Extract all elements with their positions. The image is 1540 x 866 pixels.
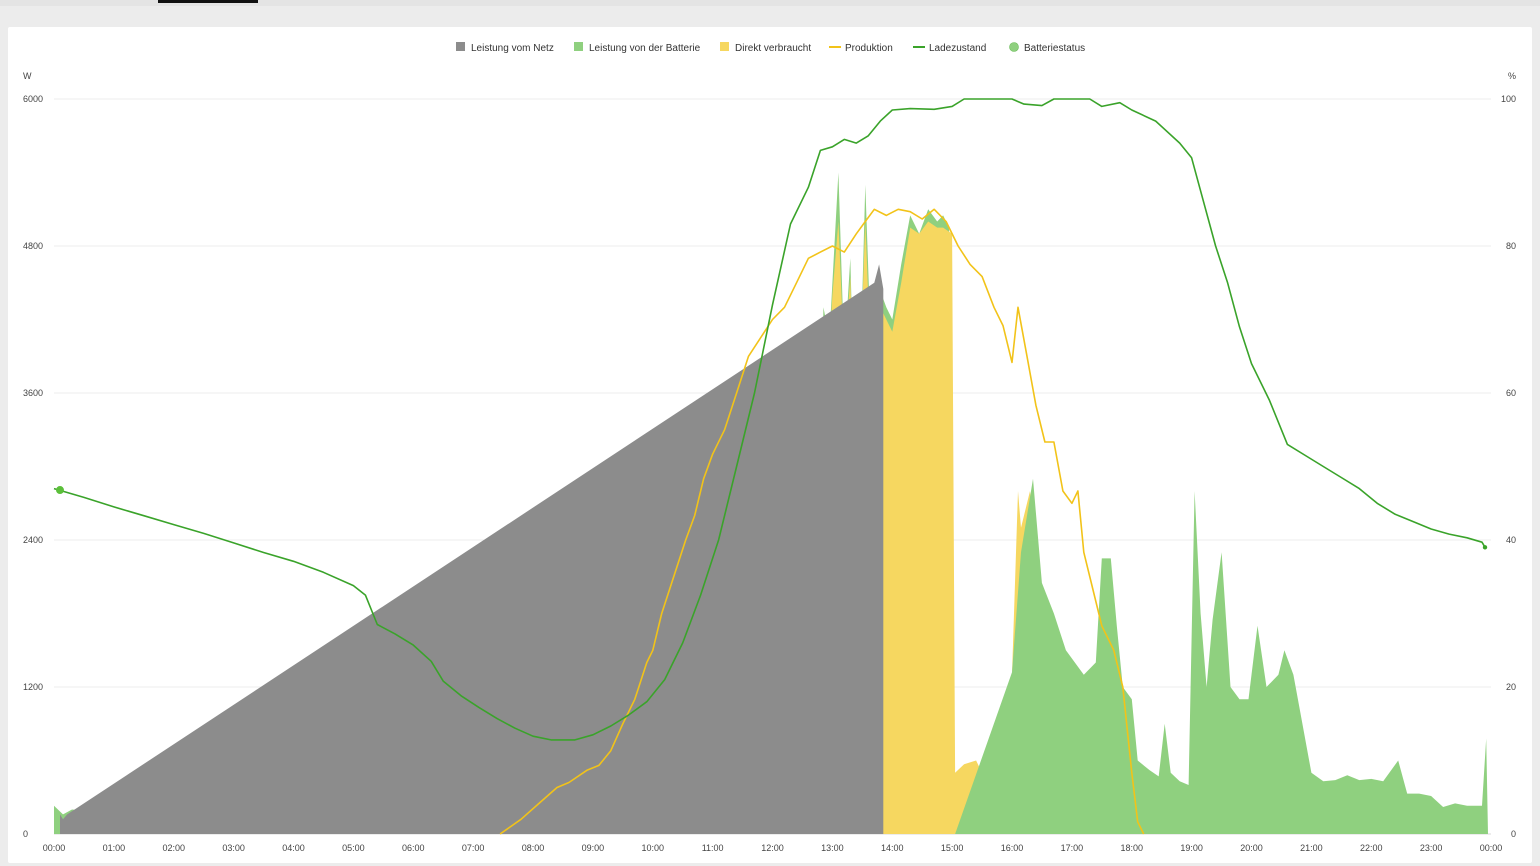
legend-item[interactable]: Ladezustand: [913, 43, 986, 54]
x-tick-label: 15:00: [941, 843, 964, 853]
energy-chart: 0 1200 2400 3600 4800 6000 0 20 40 60 80 100 W % 00:00…: [23, 42, 1516, 853]
x-tick-label: 19:00: [1180, 843, 1203, 853]
line-end-point: [1482, 545, 1488, 550]
y-left-tick-label: 2400: [23, 535, 43, 545]
legend-label: Leistung vom Netz: [471, 43, 554, 54]
x-tick-label: 03:00: [222, 843, 245, 853]
top-strip: [0, 0, 1540, 6]
y-right-tick-label: 60: [1506, 388, 1516, 398]
legend-swatch: [1009, 42, 1019, 52]
legend-item[interactable]: Produktion: [829, 43, 893, 54]
legend-label: Leistung von der Batterie: [589, 43, 701, 54]
x-tick-label: 13:00: [821, 843, 844, 853]
y-right-tick-label: 0: [1511, 829, 1516, 839]
battery-status-point[interactable]: [55, 486, 64, 495]
y-left-tick-label: 3600: [23, 388, 43, 398]
x-tick-label: 09:00: [582, 843, 605, 853]
y-right-tick-label: 20: [1506, 682, 1516, 692]
active-tab-indicator: [158, 0, 258, 3]
x-tick-label: 00:00: [1480, 843, 1503, 853]
x-tick-label: 01:00: [103, 843, 126, 853]
x-tick-label: 07:00: [462, 843, 485, 853]
area-series-leistung-vom-netz: [60, 264, 884, 834]
legend-swatch: [456, 42, 465, 51]
legend: Leistung vom Netz Leistung von der Batter…: [456, 42, 1085, 54]
area-series-leistung-von-der-batterie-abend-: [955, 478, 1488, 834]
x-tick-label: 10:00: [641, 843, 664, 853]
x-tick-label: 11:00: [702, 843, 724, 853]
x-tick-label: 06:00: [402, 843, 425, 853]
legend-item[interactable]: Direkt verbraucht: [720, 42, 811, 54]
y-right-unit: %: [1508, 71, 1516, 81]
legend-swatch: [574, 42, 583, 51]
x-tick-label: 05:00: [342, 843, 365, 853]
x-tick-label: 14:00: [881, 843, 904, 853]
x-tick-label: 16:00: [1001, 843, 1024, 853]
legend-label: Ladezustand: [929, 43, 986, 54]
line-layer: [53, 98, 1488, 835]
y-right-tick-label: 80: [1506, 241, 1516, 251]
x-tick-label: 18:00: [1120, 843, 1143, 853]
area-layer: [54, 172, 1488, 834]
axis-layer: 0 1200 2400 3600 4800 6000 0 20 40 60 80 100 W % 00:00…: [23, 71, 1516, 853]
x-tick-label: 22:00: [1360, 843, 1383, 853]
x-tick-label: 23:00: [1420, 843, 1443, 853]
y-left-tick-label: 4800: [23, 241, 43, 251]
y-left-tick-label: 0: [23, 829, 28, 839]
y-right-tick-label: 40: [1506, 535, 1516, 545]
y-right-tick-label: 100: [1501, 94, 1516, 104]
x-tick-label: 02:00: [162, 843, 185, 853]
x-tick-label: 08:00: [522, 843, 545, 853]
legend-swatch: [720, 42, 729, 51]
chart-card: 0 1200 2400 3600 4800 6000 0 20 40 60 80 100 W% 00:00…: [8, 27, 1532, 863]
line-series-ladezustand: [53, 98, 1486, 741]
x-tick-label: 00:00: [43, 843, 66, 853]
x-tick-label: 17:00: [1061, 843, 1084, 853]
x-tick-label: 12:00: [761, 843, 784, 853]
y-left-tick-label: 6000: [23, 94, 43, 104]
legend-item[interactable]: Batteriestatus: [1009, 42, 1086, 55]
line-series-produktion: [499, 208, 1145, 835]
y-left-tick-label: 1200: [23, 682, 43, 692]
x-tick-label: 20:00: [1240, 843, 1263, 853]
legend-item[interactable]: Leistung vom Netz: [456, 42, 554, 54]
x-tick-label: 21:00: [1300, 843, 1323, 853]
legend-label: Produktion: [845, 43, 893, 54]
x-tick-label: 04:00: [282, 843, 305, 853]
legend-label: Batteriestatus: [1024, 43, 1085, 54]
y-left-unit: W: [23, 71, 32, 81]
legend-label: Direkt verbraucht: [735, 43, 811, 54]
legend-item[interactable]: Leistung von der Batterie: [574, 42, 701, 54]
